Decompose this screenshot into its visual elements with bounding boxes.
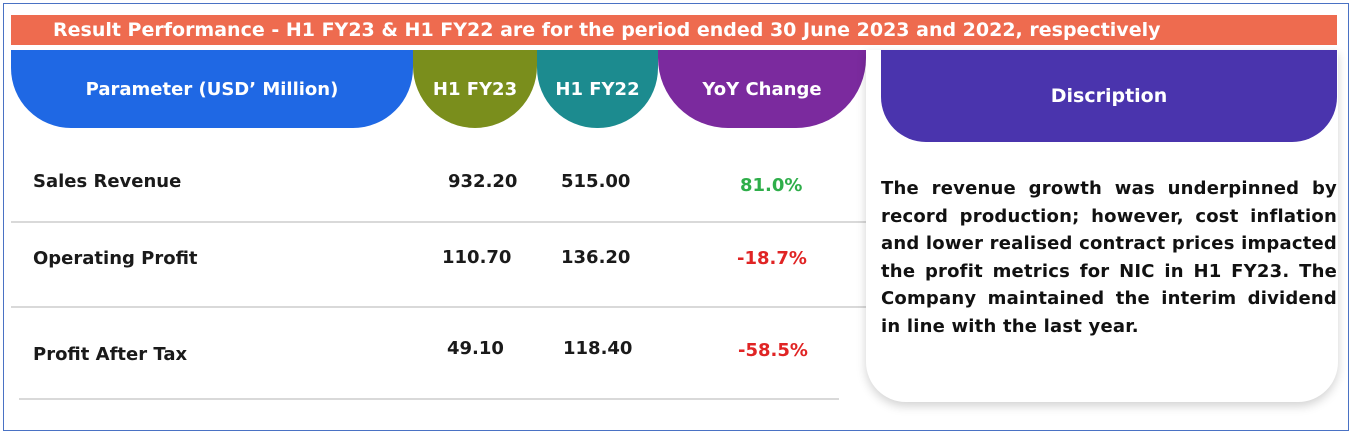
row-label: Operating Profit <box>33 248 198 269</box>
table-row: Profit After Tax 49.10 118.40 -58.5% <box>11 307 867 387</box>
row-value-yoy: -58.5% <box>738 340 808 361</box>
row-value-yoy: 81.0% <box>740 175 803 196</box>
description-card: Discription The revenue growth was under… <box>866 50 1338 402</box>
row-value-h1fy23: 49.10 <box>447 338 504 359</box>
row-value-h1fy23: 110.70 <box>442 247 512 268</box>
row-label: Sales Revenue <box>33 171 182 192</box>
header-parameter: Parameter (USD’ Million) <box>11 50 413 128</box>
row-value-h1fy22: 118.40 <box>563 338 633 359</box>
row-divider <box>19 398 839 400</box>
header-yoy-change: YoY Change <box>658 50 866 128</box>
row-value-h1fy23: 932.20 <box>448 171 518 192</box>
row-label: Profit After Tax <box>33 344 188 365</box>
table-row: Sales Revenue 932.20 515.00 81.0% <box>11 142 867 222</box>
row-value-yoy: -18.7% <box>737 248 807 269</box>
description-text: The revenue growth was underpinned by re… <box>881 178 1338 337</box>
row-value-h1fy22: 515.00 <box>561 171 631 192</box>
row-divider <box>11 221 867 223</box>
row-divider <box>11 306 867 308</box>
header-description: Discription <box>881 50 1337 142</box>
row-value-h1fy22: 136.20 <box>561 247 631 268</box>
table-row: Operating Profit 110.70 136.20 -18.7% <box>11 222 867 302</box>
banner-title: Result Performance - H1 FY23 & H1 FY22 a… <box>11 15 1337 45</box>
